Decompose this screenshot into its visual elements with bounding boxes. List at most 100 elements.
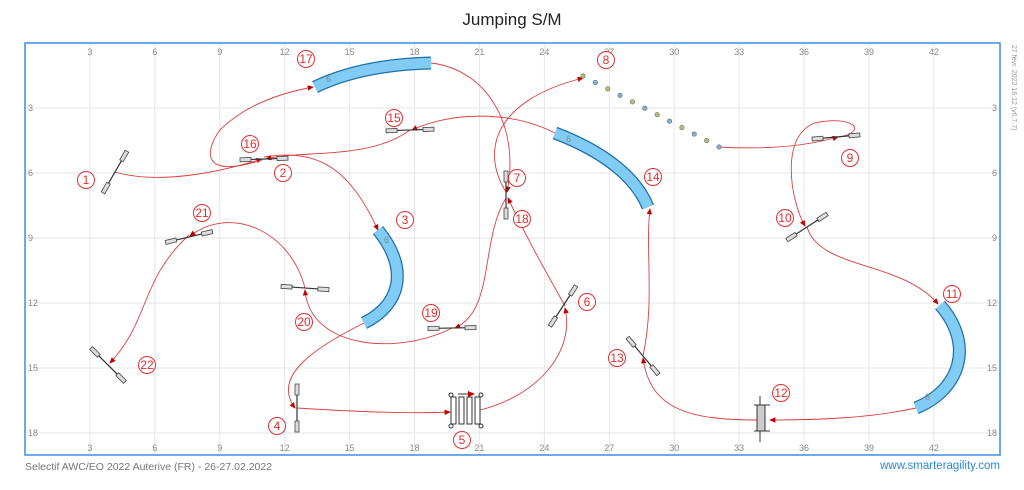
- jump-wing: [464, 325, 477, 331]
- obstacle-number-15: 15: [385, 109, 403, 127]
- long-jump-board: [466, 396, 473, 425]
- course-path-segment: [479, 307, 569, 411]
- tunnel-14: 6: [552, 126, 655, 210]
- x-tick-bottom: 33: [734, 443, 744, 453]
- jump-2: [239, 155, 289, 163]
- number-label: 4: [274, 419, 281, 433]
- number-label: 6: [584, 295, 591, 309]
- x-tick-bottom: 30: [669, 443, 679, 453]
- jump-wing: [503, 170, 509, 183]
- number-label: 17: [299, 52, 313, 66]
- obstacle-number-2: 2: [274, 164, 292, 182]
- y-tick-right: 18: [987, 428, 997, 438]
- jump-20: [280, 283, 330, 293]
- number-circle: [841, 149, 859, 167]
- tunnel-length-label: 6: [384, 235, 389, 245]
- weave-pole: [716, 144, 722, 150]
- number-circle: [295, 313, 313, 331]
- jump-wing: [503, 207, 509, 220]
- tunnel-body: [553, 128, 653, 210]
- jump-1: [100, 149, 130, 195]
- course-path-segment: [641, 357, 759, 421]
- number-circle: [776, 209, 794, 227]
- course-path-segment: [265, 129, 411, 161]
- jump-wing: [317, 286, 330, 293]
- jump-wing: [811, 135, 824, 142]
- x-tick-bottom: 15: [345, 443, 355, 453]
- weave-pole: [617, 92, 623, 98]
- obstacle-number-17: 17: [297, 50, 315, 68]
- x-tick-top: 9: [217, 47, 222, 57]
- jump-wing: [567, 284, 579, 297]
- x-tick-bottom: 21: [474, 443, 484, 453]
- number-circle: [193, 204, 211, 222]
- jump-wing: [164, 237, 178, 245]
- obstacle-number-18: 18: [513, 210, 531, 228]
- weave-pole: [667, 118, 673, 124]
- number-circle: [453, 431, 471, 449]
- number-circle: [644, 168, 662, 186]
- x-tick-top: 3: [87, 47, 92, 57]
- jump-wing: [280, 283, 293, 290]
- number-label: 15: [387, 111, 401, 125]
- jump-13: [625, 335, 661, 377]
- x-tick-bottom: 39: [864, 443, 874, 453]
- tunnel-body: [312, 57, 432, 92]
- x-tick-top: 33: [734, 47, 744, 57]
- jump-15: [385, 126, 435, 134]
- obstacle-number-9: 9: [841, 149, 859, 167]
- tunnel-3: 6: [360, 225, 404, 329]
- obstacle-number-11: 11: [943, 285, 961, 303]
- jump-wing: [547, 315, 559, 328]
- jump-wing: [848, 132, 861, 139]
- course-title: Jumping S/M: [462, 10, 562, 29]
- jump-9: [811, 132, 861, 142]
- y-tick-left: 9: [28, 233, 33, 243]
- number-circle: [77, 171, 95, 189]
- x-tick-top: 15: [345, 47, 355, 57]
- long-jump-pole: [448, 423, 454, 429]
- jump-21: [164, 229, 214, 245]
- number-label: 20: [297, 315, 311, 329]
- site-link[interactable]: www.smarteragility.com: [880, 460, 1000, 472]
- tunnel-17: 6: [312, 56, 432, 93]
- jump-10: [785, 211, 829, 243]
- event-info: Selectif AWC/EO 2022 Auterive (FR) - 26-…: [25, 461, 273, 473]
- number-label: 11: [946, 287, 959, 301]
- x-tick-bottom: 27: [604, 443, 614, 453]
- number-circle: [513, 210, 531, 228]
- x-tick-bottom: 18: [410, 443, 420, 453]
- number-label: 7: [514, 171, 521, 185]
- number-circle: [508, 169, 526, 187]
- course-path-segment: [642, 208, 653, 357]
- x-tick-bottom: 42: [929, 443, 939, 453]
- course-path-segment: [296, 407, 451, 415]
- long-jump-pole: [478, 392, 484, 398]
- tunnel-body: [361, 226, 403, 328]
- number-label: 13: [610, 351, 624, 365]
- long-jump-board: [474, 396, 481, 425]
- jump-wing: [649, 364, 661, 377]
- obstacle-number-13: 13: [608, 349, 626, 367]
- number-label: 5: [459, 433, 466, 447]
- weave-pole: [691, 131, 697, 137]
- y-tick-right: 12: [987, 298, 997, 308]
- x-tick-top: 42: [929, 47, 939, 57]
- number-label: 22: [140, 358, 154, 372]
- course-path-segment: [209, 85, 314, 167]
- number-label: 21: [195, 206, 209, 220]
- obstacle-number-5: 5: [453, 431, 471, 449]
- x-tick-bottom: 36: [799, 443, 809, 453]
- number-label: 8: [603, 53, 610, 67]
- obstacle-number-22: 22: [138, 356, 156, 374]
- number-circle: [385, 109, 403, 127]
- number-label: 19: [424, 306, 438, 320]
- course-path-segment: [302, 289, 453, 345]
- number-label: 12: [774, 386, 788, 400]
- y-tick-left: 3: [28, 103, 33, 113]
- jump-wing: [89, 346, 101, 358]
- tunnel-length-label: 6: [326, 74, 331, 84]
- weave-pole: [654, 112, 660, 118]
- obstacle-number-21: 21: [193, 204, 211, 222]
- x-tick-top: 6: [152, 47, 157, 57]
